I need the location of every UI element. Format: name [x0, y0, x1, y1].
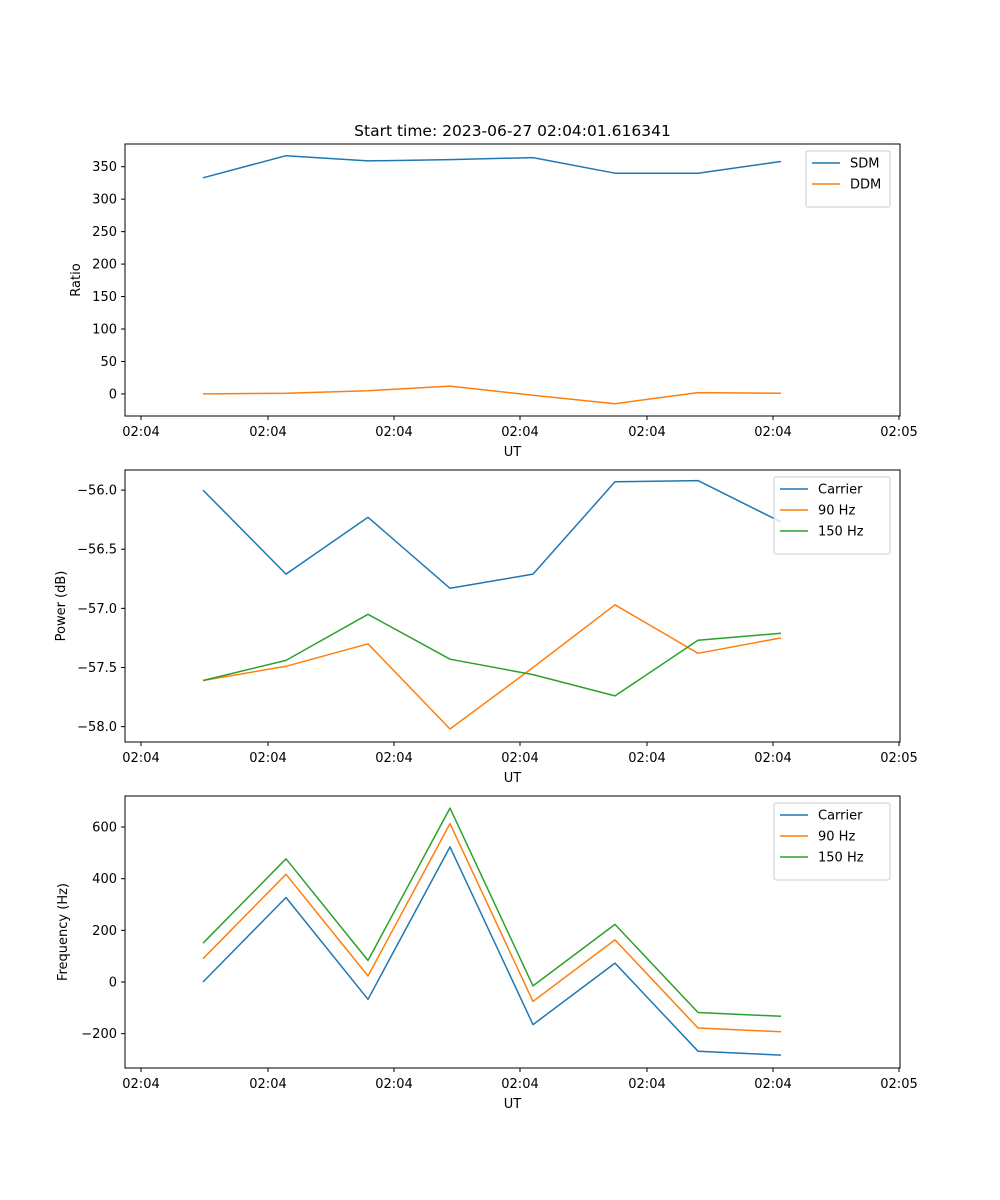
x-tick-label: 02:04 — [501, 1077, 538, 1092]
y-tick-label: 300 — [92, 193, 117, 208]
legend-box — [773, 802, 891, 881]
legend-label: Carrier — [818, 809, 863, 824]
y-tick-label: −57.5 — [77, 661, 117, 676]
y-tick-label: 250 — [92, 225, 117, 240]
series-line-ddm — [202, 385, 782, 405]
y-tick-label: −56.5 — [77, 543, 117, 558]
series-line-sdm — [202, 154, 782, 179]
x-tick-label: 02:04 — [375, 1077, 412, 1092]
y-tick-label: −200 — [81, 1027, 117, 1042]
series-line-90-hz — [202, 604, 782, 730]
y-tick-label: 0 — [109, 975, 117, 990]
x-axis-label: UT — [504, 771, 522, 786]
y-tick-label: 150 — [92, 290, 117, 305]
x-tick-label: 02:05 — [880, 751, 917, 766]
y-tick-label: −58.0 — [77, 720, 117, 735]
chart-panel-3: −200 0 200 400 600 02:04 02:04 02:04 02:04 02:04 0… — [56, 795, 918, 1112]
y-tick-label: 350 — [92, 160, 117, 175]
legend-box — [805, 150, 891, 208]
legend-label: Carrier — [818, 483, 863, 498]
x-tick-label: 02:04 — [249, 1077, 286, 1092]
legend-label: 150 Hz — [818, 851, 864, 866]
figure-title: Start time: 2023-06-27 02:04:01.616341 — [354, 122, 671, 140]
y-axis-label: Frequency (Hz) — [56, 883, 71, 981]
legend: Carrier 90 Hz 150 Hz — [773, 802, 891, 881]
x-tick-label: 02:04 — [375, 751, 412, 766]
series-line-90-hz — [202, 822, 782, 1033]
legend-label: DDM — [850, 178, 881, 193]
y-tick-label: 0 — [109, 387, 117, 402]
y-tick-label: 200 — [92, 258, 117, 273]
legend-label: 90 Hz — [818, 830, 855, 845]
y-tick-label: 400 — [92, 872, 117, 887]
x-tick-label: 02:04 — [375, 425, 412, 440]
y-tick-label: −56.0 — [77, 484, 117, 499]
plot-area-frame — [124, 143, 901, 417]
legend-box — [773, 476, 891, 555]
x-tick-label: 02:04 — [628, 751, 665, 766]
chart-panel-1: 0 50 100 150 200 250 300 350 02:04 02:04 02:04 02:0… — [69, 143, 918, 460]
y-axis-label: Ratio — [69, 263, 84, 296]
y-axis-label: Power (dB) — [54, 571, 69, 642]
y-tick-label: 600 — [92, 820, 117, 835]
x-tick-label: 02:04 — [501, 751, 538, 766]
legend: SDM DDM — [805, 150, 891, 208]
y-tick-label: 200 — [92, 924, 117, 939]
x-tick-label: 02:04 — [249, 425, 286, 440]
legend: Carrier 90 Hz 150 Hz — [773, 476, 891, 555]
x-tick-label: 02:05 — [880, 425, 917, 440]
legend-label: SDM — [850, 157, 879, 172]
y-tick-label: −57.0 — [77, 602, 117, 617]
x-tick-label: 02:04 — [122, 425, 159, 440]
x-axis-label: UT — [504, 1097, 522, 1112]
series-line-carrier — [202, 846, 782, 1056]
x-tick-label: 02:04 — [249, 751, 286, 766]
x-tick-label: 02:04 — [122, 751, 159, 766]
x-tick-label: 02:04 — [754, 751, 791, 766]
y-tick-label: 50 — [100, 355, 117, 370]
chart-panel-2: −56.0 −56.5 −57.0 −57.5 −58.0 02:04 02:04 02:04… — [54, 469, 918, 786]
x-tick-label: 02:04 — [754, 425, 791, 440]
y-tick-label: 100 — [92, 323, 117, 338]
x-tick-label: 02:04 — [628, 1077, 665, 1092]
legend-label: 150 Hz — [818, 525, 864, 540]
x-tick-label: 02:04 — [754, 1077, 791, 1092]
x-axis-label: UT — [504, 445, 522, 460]
legend-label: 90 Hz — [818, 504, 855, 519]
x-tick-label: 02:05 — [880, 1077, 917, 1092]
series-line-150-hz — [202, 807, 782, 1018]
series-line-150-hz — [202, 613, 782, 697]
plot-area-frame — [124, 469, 901, 743]
plot-area-frame — [124, 795, 901, 1069]
series-line-carrier — [202, 479, 782, 590]
x-tick-label: 02:04 — [501, 425, 538, 440]
x-tick-label: 02:04 — [628, 425, 665, 440]
x-tick-label: 02:04 — [122, 1077, 159, 1092]
